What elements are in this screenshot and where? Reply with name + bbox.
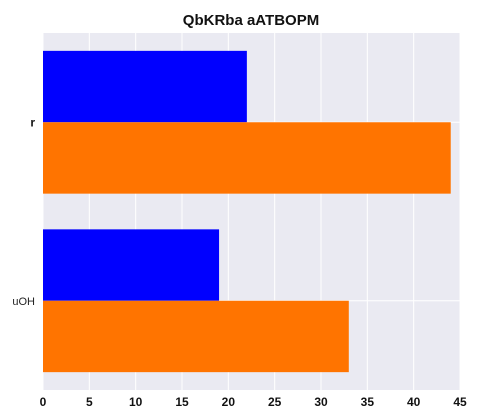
x-tick-label: 20 <box>222 395 236 409</box>
y-axis-ticks: r uOH <box>12 115 35 308</box>
x-axis-ticks: 0 5 10 15 20 25 30 35 40 45 <box>40 395 467 409</box>
bar-r-series-1 <box>43 50 247 123</box>
x-tick-label: 5 <box>86 395 93 409</box>
x-tick-label: 45 <box>453 395 467 409</box>
y-tick-label: r <box>30 115 35 129</box>
x-tick-label: 15 <box>175 395 189 409</box>
bar-uOH-series-1 <box>43 229 220 301</box>
x-tick-label: 0 <box>40 395 47 409</box>
x-tick-label: 40 <box>407 395 421 409</box>
bars <box>43 50 451 373</box>
bar-r-series-2 <box>43 122 451 194</box>
x-tick-label: 25 <box>268 395 282 409</box>
bar-uOH-series-2 <box>43 300 349 373</box>
x-tick-label: 10 <box>129 395 143 409</box>
x-tick-label: 30 <box>314 395 328 409</box>
chart-title: QbKRba aATBOPM <box>183 12 319 29</box>
y-tick-label: uOH <box>12 296 35 308</box>
x-tick-label: 35 <box>361 395 375 409</box>
